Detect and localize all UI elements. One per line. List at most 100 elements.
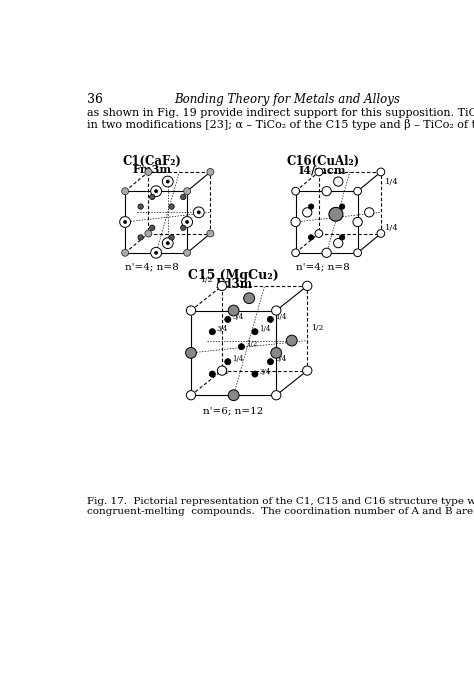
Text: Fm3m: Fm3m xyxy=(133,164,172,175)
Text: 1/4: 1/4 xyxy=(232,355,244,364)
Text: 1/4: 1/4 xyxy=(275,313,286,321)
Circle shape xyxy=(186,348,196,358)
Circle shape xyxy=(155,190,158,193)
Circle shape xyxy=(155,251,158,254)
Text: 1/4: 1/4 xyxy=(217,368,228,376)
Circle shape xyxy=(207,230,214,237)
Circle shape xyxy=(252,329,258,335)
Circle shape xyxy=(271,348,282,358)
Circle shape xyxy=(292,249,300,256)
Circle shape xyxy=(377,230,385,237)
Circle shape xyxy=(339,204,345,209)
Circle shape xyxy=(181,225,186,231)
Circle shape xyxy=(166,180,169,183)
Circle shape xyxy=(183,250,191,256)
Circle shape xyxy=(120,217,130,227)
Circle shape xyxy=(238,344,245,350)
Circle shape xyxy=(302,208,312,217)
Text: 36: 36 xyxy=(87,93,103,106)
Circle shape xyxy=(252,371,258,377)
Circle shape xyxy=(339,235,345,240)
Circle shape xyxy=(218,366,227,375)
Text: in two modifications [23]; α – TiCo₂ of the C15 type and β – TiCo₂ of the C14 ty: in two modifications [23]; α – TiCo₂ of … xyxy=(87,119,474,130)
Circle shape xyxy=(286,335,297,346)
Text: 1/4: 1/4 xyxy=(385,177,399,186)
Text: 3/4: 3/4 xyxy=(260,368,271,376)
Circle shape xyxy=(267,359,273,365)
Circle shape xyxy=(272,391,281,400)
Circle shape xyxy=(169,204,174,209)
Circle shape xyxy=(322,187,331,196)
Text: 3/4: 3/4 xyxy=(217,325,228,333)
Circle shape xyxy=(207,168,214,175)
Text: as shown in Fig. 19 provide indirect support for this supposition. TiCo₂ exists : as shown in Fig. 19 provide indirect sup… xyxy=(87,108,474,118)
Circle shape xyxy=(292,188,300,195)
Text: Bonding Theory for Metals and Alloys: Bonding Theory for Metals and Alloys xyxy=(174,93,400,106)
Circle shape xyxy=(225,316,231,323)
Circle shape xyxy=(197,211,201,214)
Circle shape xyxy=(169,235,174,240)
Circle shape xyxy=(334,177,343,186)
Circle shape xyxy=(145,168,152,175)
Circle shape xyxy=(315,230,323,237)
Text: C1(CaF₂): C1(CaF₂) xyxy=(123,155,182,168)
Text: 3/4: 3/4 xyxy=(275,355,286,364)
Circle shape xyxy=(162,238,173,248)
Circle shape xyxy=(151,248,162,258)
Circle shape xyxy=(181,194,186,200)
Circle shape xyxy=(267,316,273,323)
Circle shape xyxy=(272,306,281,315)
Circle shape xyxy=(166,241,169,245)
Circle shape xyxy=(315,168,323,176)
Circle shape xyxy=(309,235,314,240)
Text: I4/mcm: I4/mcm xyxy=(299,164,346,175)
Text: 1/4: 1/4 xyxy=(385,224,399,232)
Circle shape xyxy=(225,359,231,365)
Circle shape xyxy=(186,306,196,315)
Text: 1/4: 1/4 xyxy=(260,325,271,333)
Circle shape xyxy=(122,188,128,194)
Circle shape xyxy=(329,207,343,221)
Circle shape xyxy=(193,207,204,218)
Circle shape xyxy=(149,225,155,231)
Circle shape xyxy=(244,293,255,303)
Text: Fd3m: Fd3m xyxy=(215,278,252,291)
Text: congruent-melting  compounds.  The coordination number of A and B are n' and n r: congruent-melting compounds. The coordin… xyxy=(87,507,474,516)
Text: C16(CuAl₂): C16(CuAl₂) xyxy=(286,155,359,168)
Circle shape xyxy=(302,366,312,375)
Text: n'=6; n=12: n'=6; n=12 xyxy=(203,406,264,415)
Circle shape xyxy=(354,249,362,256)
Circle shape xyxy=(124,220,127,224)
Circle shape xyxy=(149,194,155,200)
Circle shape xyxy=(209,371,215,377)
Circle shape xyxy=(353,218,362,226)
Text: 1/2: 1/2 xyxy=(246,340,257,349)
Circle shape xyxy=(209,329,215,335)
Circle shape xyxy=(138,204,143,209)
Circle shape xyxy=(228,305,239,316)
Text: 3/4: 3/4 xyxy=(232,313,244,321)
Text: 1/2: 1/2 xyxy=(201,276,213,284)
Circle shape xyxy=(354,188,362,195)
Circle shape xyxy=(186,220,189,224)
Circle shape xyxy=(182,217,192,227)
Circle shape xyxy=(122,250,128,256)
Text: n'=4; n=8: n'=4; n=8 xyxy=(296,262,350,271)
Text: Fig. 17.  Pictorial representation of the C1, C15 and C16 structure type which a: Fig. 17. Pictorial representation of the… xyxy=(87,497,474,506)
Circle shape xyxy=(309,204,314,209)
Text: 1/2: 1/2 xyxy=(311,324,323,332)
Circle shape xyxy=(218,281,227,291)
Circle shape xyxy=(365,208,374,217)
Circle shape xyxy=(334,239,343,248)
Circle shape xyxy=(302,281,312,291)
Circle shape xyxy=(162,176,173,187)
Circle shape xyxy=(228,390,239,400)
Circle shape xyxy=(151,186,162,196)
Circle shape xyxy=(322,248,331,257)
Circle shape xyxy=(145,230,152,237)
Circle shape xyxy=(138,235,143,240)
Text: C15 (MgCu₂): C15 (MgCu₂) xyxy=(188,269,279,282)
Circle shape xyxy=(377,168,385,176)
Circle shape xyxy=(183,188,191,194)
Circle shape xyxy=(186,391,196,400)
